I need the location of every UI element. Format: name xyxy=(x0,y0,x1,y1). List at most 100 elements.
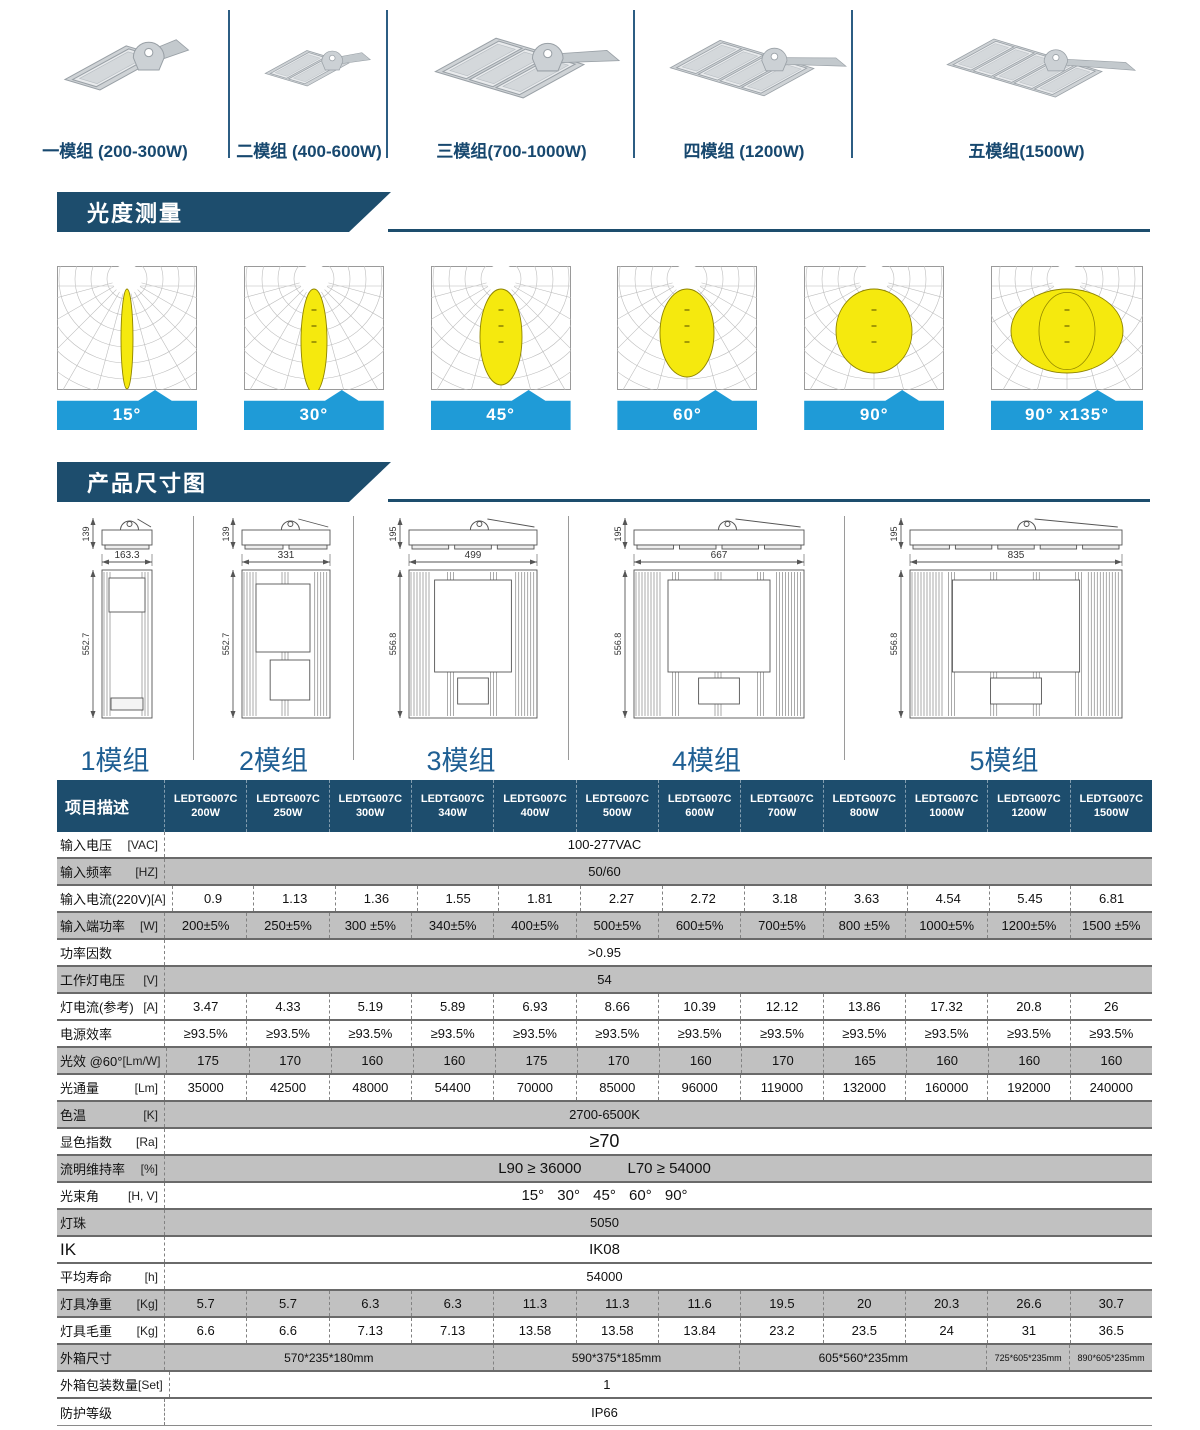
spec-group-cell: 890*605*235mm xyxy=(1077,1352,1145,1363)
spec-row: 灯珠 5050 xyxy=(57,1210,1152,1237)
spec-cell: 17.32 xyxy=(906,994,989,1019)
spec-cell: 200±5% xyxy=(165,913,248,938)
svg-text:195: 195 xyxy=(613,526,623,541)
spec-row: 输入电流(220V) [A] 0.9 1.13 1.36 1.55 1.81 2.27 2.72… xyxy=(57,886,1152,913)
photometric-diagram: 90° x135° xyxy=(990,266,1143,430)
spec-cell: 1.13 xyxy=(254,886,337,911)
spec-cell: 165 xyxy=(824,1048,907,1073)
spec-cell: 160 xyxy=(1100,1053,1123,1068)
row-name: 流明维持率 xyxy=(60,1162,126,1177)
row-label: 光束角 [H, V] xyxy=(57,1183,165,1208)
module-label: 3模组 xyxy=(426,746,496,776)
spec-cell: 13.84 xyxy=(659,1318,742,1343)
spec-cell: 175 xyxy=(496,1048,579,1073)
row-unit: [VAC] xyxy=(127,837,158,852)
spec-cell: 23.5 xyxy=(824,1318,906,1343)
spec-cell: ≥93.5% xyxy=(494,1021,577,1046)
product-cell: 一模组 (200-300W) xyxy=(0,2,230,170)
model-prefix: LEDTG007C xyxy=(750,792,814,805)
luminaire-illustration xyxy=(669,39,847,97)
row-label: 灯具毛重 [Kg] xyxy=(57,1318,165,1343)
table-column-header: LEDTG007C 1000W xyxy=(906,780,989,832)
spec-span-pair: L90 ≥ 36000 L70 ≥ 54000 xyxy=(165,1156,1152,1181)
svg-text:552.7: 552.7 xyxy=(221,633,231,656)
angle-badge: 45° xyxy=(430,390,571,430)
spec-cell: 1.55 xyxy=(418,886,500,911)
spec-span-value: 50/60 xyxy=(588,864,621,879)
spec-cell: 170 xyxy=(250,1048,332,1073)
row-name: 输入频率 xyxy=(60,865,113,880)
row-unit: [%] xyxy=(140,1161,158,1176)
model-wattage: 200W xyxy=(191,807,221,819)
spec-row: 显色指数 [Ra] ≥70 xyxy=(57,1129,1152,1156)
spec-group-cell: 590*375*185mm xyxy=(494,1345,741,1370)
row-unit: [Kg] xyxy=(136,1296,158,1311)
spec-row: 灯具毛重 [Kg] 6.6 6.6 7.13 7.13 13.58 13.58 13.84 23.… xyxy=(57,1318,1152,1345)
polar-grid xyxy=(804,266,945,390)
spec-cell: 300 ±5% xyxy=(330,913,412,938)
polar-grid xyxy=(430,266,571,390)
spec-cell: 26.6 xyxy=(988,1291,1071,1316)
svg-text:667: 667 xyxy=(710,550,727,561)
product-image xyxy=(853,2,1196,136)
spec-row: 灯电流(参考) [A] 3.47 4.33 5.19 5.89 6.93 8.66 10.39 1… xyxy=(57,994,1152,1021)
table-column-header: LEDTG007C 400W xyxy=(494,780,577,832)
dimension-drawing: 195 667 556.8 xyxy=(613,518,804,719)
beam-shape xyxy=(120,288,134,390)
spec-cell: 35000 xyxy=(165,1075,248,1100)
spec-cell: 5.89 xyxy=(412,994,495,1019)
svg-text:195: 195 xyxy=(889,526,899,541)
model-prefix: LEDTG007C xyxy=(914,792,979,805)
spec-cell: 5.7 xyxy=(165,1291,248,1316)
row-label: 灯具净重 [Kg] xyxy=(57,1291,165,1316)
spec-cell: 192000 xyxy=(988,1075,1071,1100)
row-label: 防护等级 xyxy=(57,1399,165,1425)
row-label: IK xyxy=(57,1237,165,1262)
spec-cell: 70000 xyxy=(494,1075,577,1100)
spec-cell: 8.66 xyxy=(577,994,659,1019)
spec-group-cell: 725*605*235mm xyxy=(987,1345,1071,1370)
spec-span-value: 100-277VAC xyxy=(567,837,642,852)
product-cell: 二模组 (400-600W) xyxy=(230,2,388,170)
dimension-drawing: 139 331 552.7 xyxy=(221,518,330,719)
spec-row: 外箱尺寸 570*235*180mm 590*375*185mm 605*560*23… xyxy=(57,1345,1152,1372)
spec-cell: 170 xyxy=(578,1048,661,1073)
model-wattage: 600W xyxy=(685,807,714,819)
spec-cell: 1500 ±5% xyxy=(1082,918,1141,933)
spec-row: 光通量 [Lm] 35000 42500 48000 54400 70000 85000 960… xyxy=(57,1075,1152,1102)
row-name: IK xyxy=(60,1239,77,1259)
row-label: 灯珠 xyxy=(57,1210,165,1235)
spec-cell: 0.9 xyxy=(173,886,255,911)
row-label: 输入电压 [VAC] xyxy=(57,832,165,857)
spec-row: 光效 @60° [Lm/W] 175 170 160 160 175 170 160 170 165… xyxy=(57,1048,1152,1075)
spec-cell: 2.72 xyxy=(663,886,745,911)
model-wattage: 400W xyxy=(520,807,550,819)
row-name: 外箱尺寸 xyxy=(60,1351,113,1366)
spec-span-value: IK08 xyxy=(589,1241,620,1258)
spec-cell: 160 xyxy=(907,1048,989,1073)
model-prefix: LEDTG007C xyxy=(832,792,897,805)
svg-text:163.3: 163.3 xyxy=(114,550,139,561)
spec-cell: 20 xyxy=(824,1291,906,1316)
spec-span-value: 15° 30° 45° 60° 90° xyxy=(521,1187,688,1204)
product-label: 三模组(700-1000W) xyxy=(436,142,587,161)
table-column-header: LEDTG007C 600W xyxy=(659,780,742,832)
product-image xyxy=(0,2,226,136)
spec-cell: 7.13 xyxy=(412,1318,495,1343)
spec-pair-value: L90 ≥ 36000 xyxy=(498,1160,582,1177)
spec-cell: 20.8 xyxy=(988,994,1071,1019)
spec-cell: 26 xyxy=(1104,999,1119,1014)
spec-cell: ≥93.5% xyxy=(906,1021,989,1046)
spec-span-value: >0.95 xyxy=(588,945,621,960)
row-name: 输入电流(220V) xyxy=(60,892,152,907)
row-label: 输入电流(220V) [A] xyxy=(57,886,173,911)
luminaire-illustration xyxy=(63,39,190,91)
spec-cell: ≥93.5% xyxy=(824,1021,906,1046)
svg-text:835: 835 xyxy=(1008,550,1025,561)
spec-cell: 3.47 xyxy=(165,994,248,1019)
row-unit: [HZ] xyxy=(135,864,158,879)
spec-cell: 96000 xyxy=(659,1075,742,1100)
spec-row: 外箱包装数量 [Set] 1 xyxy=(57,1372,1152,1399)
row-unit: [Kg] xyxy=(136,1323,158,1338)
spec-cell: ≥93.5% xyxy=(247,1021,330,1046)
